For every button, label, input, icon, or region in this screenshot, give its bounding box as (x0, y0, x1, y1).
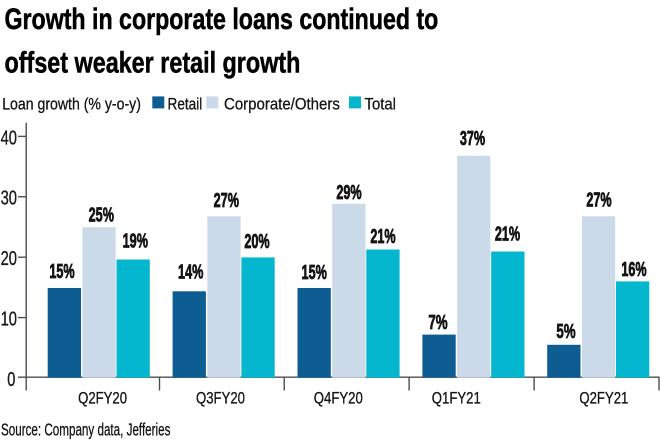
svg-text:27%: 27% (586, 188, 611, 211)
svg-text:40: 40 (1, 126, 18, 149)
svg-text:20: 20 (1, 247, 18, 270)
svg-text:16%: 16% (621, 258, 646, 281)
svg-text:offset weaker retail growth: offset weaker retail growth (5, 46, 301, 79)
svg-text:Total: Total (365, 96, 396, 114)
svg-text:Q3FY20: Q3FY20 (196, 389, 245, 408)
svg-text:25%: 25% (89, 204, 114, 227)
svg-text:Q1FY21: Q1FY21 (432, 389, 481, 408)
svg-text:37%: 37% (460, 127, 485, 150)
svg-text:29%: 29% (336, 181, 361, 204)
svg-text:0: 0 (7, 368, 15, 391)
svg-text:Source: Company data, Jefferie: Source: Company data, Jefferies (1, 420, 171, 440)
svg-text:21%: 21% (370, 225, 395, 248)
svg-text:27%: 27% (214, 189, 239, 212)
svg-text:Q4FY20: Q4FY20 (314, 389, 363, 408)
svg-text:19%: 19% (123, 229, 148, 252)
svg-text:21%: 21% (495, 222, 520, 245)
svg-text:Loan growth (% y-o-y): Loan growth (% y-o-y) (2, 95, 141, 113)
svg-text:Q2FY20: Q2FY20 (78, 389, 127, 408)
svg-text:15%: 15% (49, 260, 74, 283)
svg-text:10: 10 (1, 307, 18, 330)
svg-text:Retail: Retail (168, 95, 203, 114)
svg-text:20%: 20% (244, 230, 269, 253)
svg-text:Corporate/Others: Corporate/Others (224, 95, 340, 114)
svg-text:5%: 5% (556, 320, 575, 342)
svg-text:14%: 14% (178, 260, 203, 283)
svg-text:15%: 15% (302, 261, 327, 284)
svg-text:Q2FY21: Q2FY21 (579, 389, 628, 408)
svg-text:7%: 7% (428, 311, 447, 333)
svg-text:Growth in corporate loans cont: Growth in corporate loans continued to (5, 2, 439, 36)
svg-text:30: 30 (1, 186, 18, 209)
